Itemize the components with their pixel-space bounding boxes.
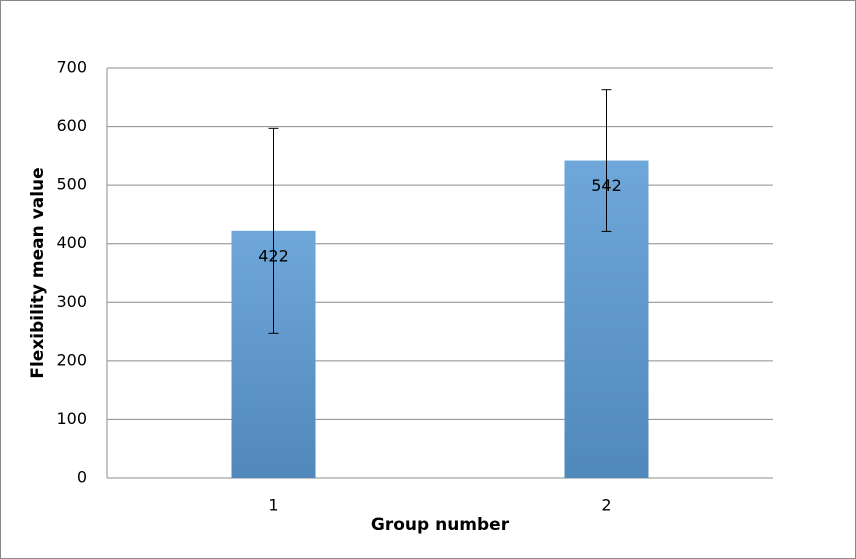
y-tick-label: 100	[56, 409, 87, 428]
x-tick-label: 1	[268, 496, 278, 515]
y-axis-title: Flexibility mean value	[28, 167, 48, 378]
y-tick-label: 0	[77, 468, 87, 487]
x-axis-title: Group number	[371, 515, 510, 535]
y-tick-label: 200	[56, 350, 87, 369]
y-tick-label: 400	[56, 233, 87, 252]
y-tick-label: 300	[56, 292, 87, 311]
y-tick-label: 700	[56, 58, 87, 77]
y-tick-label: 500	[56, 175, 87, 194]
error-bar	[601, 89, 612, 232]
y-tick-label: 600	[56, 116, 87, 135]
x-tick-label: 2	[601, 496, 611, 515]
error-bar	[268, 127, 279, 334]
